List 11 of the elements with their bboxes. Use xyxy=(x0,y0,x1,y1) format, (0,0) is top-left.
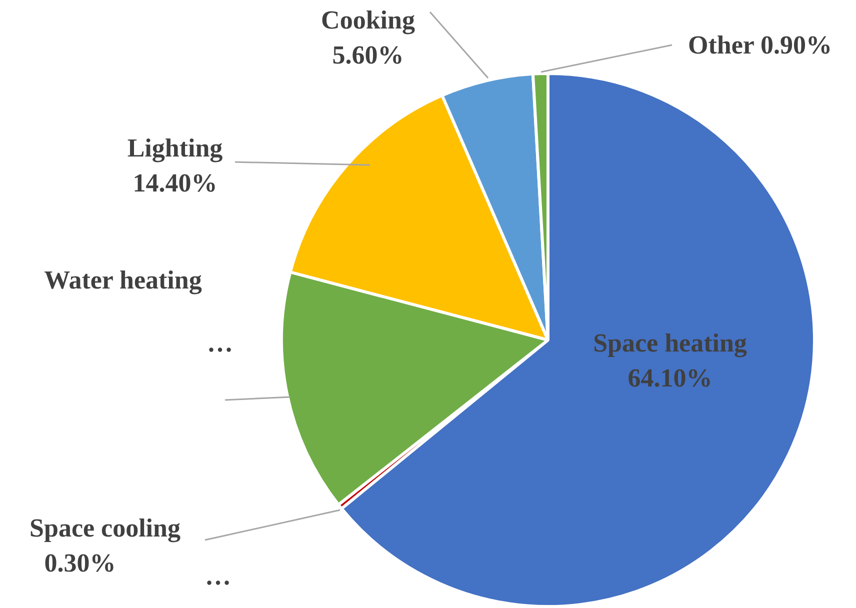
slice-label: Water heating xyxy=(44,266,202,295)
slice-label: Other 0.90% xyxy=(688,30,832,60)
data-label: 14.40% xyxy=(132,168,218,198)
data-label: … xyxy=(207,328,233,358)
text: 0.30% … xyxy=(44,548,231,591)
slice-label: Space cooling xyxy=(30,514,180,543)
data-label: 64.10% xyxy=(628,364,712,393)
slice-label: Cooking xyxy=(321,6,415,35)
slice-label: Space heating xyxy=(593,328,747,358)
slice-label: Lighting xyxy=(127,134,223,163)
data-label: 5.60% xyxy=(332,40,404,70)
